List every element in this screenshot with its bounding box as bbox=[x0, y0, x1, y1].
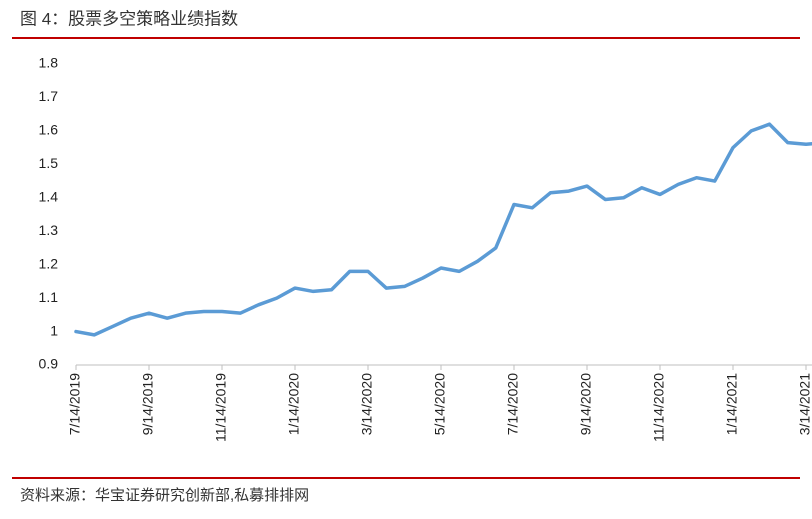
y-tick-label: 1.3 bbox=[39, 222, 59, 238]
y-tick-label: 1.5 bbox=[39, 155, 59, 171]
source-note: 资料来源：华宝证券研究创新部,私募排排网 bbox=[20, 487, 309, 504]
x-tick-label: 11/14/2019 bbox=[213, 373, 229, 442]
x-tick-label: 1/14/2020 bbox=[286, 373, 302, 435]
x-tick-label: 11/14/2020 bbox=[651, 373, 667, 442]
y-tick-label: 1.7 bbox=[39, 88, 59, 104]
x-tick-label: 3/14/2021 bbox=[797, 373, 812, 435]
x-tick-label: 5/14/2020 bbox=[432, 373, 448, 435]
x-tick-label: 9/14/2020 bbox=[578, 373, 594, 435]
data-line bbox=[74, 122, 812, 337]
y-tick-label: 1.2 bbox=[39, 255, 59, 271]
chart-title: 图 4：股票多空策略业绩指数 bbox=[20, 9, 238, 28]
y-tick-label: 1 bbox=[50, 322, 58, 338]
x-tick-label: 3/14/2020 bbox=[359, 373, 375, 435]
y-tick-label: 1.6 bbox=[39, 122, 59, 138]
x-tick-label: 7/14/2019 bbox=[67, 373, 83, 435]
y-tick-label: 1.1 bbox=[39, 289, 59, 305]
y-tick-label: 1.8 bbox=[39, 55, 59, 71]
x-tick-label: 1/14/2021 bbox=[724, 373, 740, 435]
x-tick-label: 7/14/2020 bbox=[505, 373, 521, 435]
y-tick-label: 1.4 bbox=[39, 188, 59, 204]
y-tick-label: 0.9 bbox=[39, 356, 59, 372]
x-tick-label: 9/14/2019 bbox=[140, 373, 156, 435]
